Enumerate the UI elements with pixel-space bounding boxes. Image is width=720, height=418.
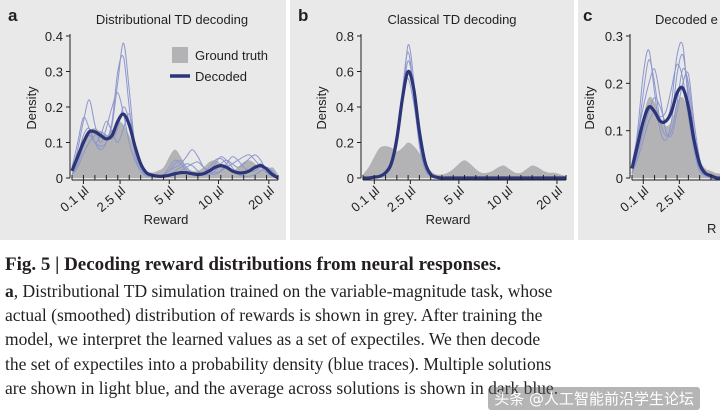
panel-c-letter: c — [583, 6, 592, 25]
panel-c-title: Decoded e — [655, 12, 718, 27]
solution-trace-4 — [71, 106, 279, 179]
y-tick-label: 0.4 — [336, 100, 354, 115]
panel-a-letter: a — [8, 6, 18, 25]
panel-c-plot — [630, 41, 720, 180]
y-tick-label: 0 — [347, 171, 354, 186]
legend-ground-truth-swatch — [172, 47, 188, 63]
legend-ground-truth-label: Ground truth — [195, 48, 268, 63]
figure-caption: Fig. 5 | Decoding reward distributions f… — [5, 252, 717, 400]
figure-title: Fig. 5 | Decoding reward distributions f… — [5, 254, 502, 275]
panel-a-xlabel: Reward — [144, 212, 189, 227]
y-tick-label: 0.1 — [605, 124, 623, 139]
panel-b-letter: b — [298, 6, 308, 25]
caption-panel-letter: a — [5, 281, 14, 301]
caption-line: are shown in light blue, and the average… — [5, 377, 559, 398]
solution-trace-5 — [71, 55, 279, 179]
panel-b-background — [290, 0, 574, 240]
legend-decoded-label: Decoded — [195, 69, 247, 84]
caption-body: a, Distributional TD simulation trained … — [5, 279, 717, 400]
solution-trace-3 — [631, 68, 720, 179]
y-tick-label: 0.3 — [45, 65, 63, 80]
y-tick-label: 0.8 — [336, 29, 354, 44]
solution-trace-4 — [631, 63, 720, 179]
panel-b-title: Classical TD decoding — [387, 12, 516, 27]
caption-line: model, we interpret the learned values a… — [5, 329, 541, 350]
panel-b-ylabel: Density — [314, 86, 329, 130]
solution-trace-1 — [631, 49, 720, 179]
y-tick-label: 0.2 — [605, 76, 623, 91]
decoded-average-line — [630, 85, 720, 180]
caption-line: the set of expectiles into a probability… — [5, 353, 552, 374]
ground-truth-area — [363, 142, 566, 178]
caption-text: , Distributional TD simulation trained o… — [13, 281, 553, 301]
solution-trace-5 — [631, 59, 720, 179]
y-tick-label: 0.2 — [45, 100, 63, 115]
watermark-badge: 头条 @人工智能前沿学生论坛 — [488, 387, 700, 410]
panel-c-xlabel: R — [707, 221, 716, 236]
y-tick-label: 0.6 — [336, 65, 354, 80]
y-tick-label: 0 — [56, 171, 63, 186]
y-tick-label: 0.4 — [45, 29, 63, 44]
y-tick-label: 0 — [616, 171, 623, 186]
y-tick-label: 0.2 — [336, 136, 354, 151]
decoded-average-line — [70, 112, 279, 180]
panel-b-xlabel: Reward — [426, 212, 471, 227]
panel-a-background — [0, 0, 286, 240]
caption-line: a, Distributional TD simulation trained … — [5, 279, 717, 303]
figure-panels: a b c Distributional TD decoding Classic… — [0, 0, 720, 240]
y-tick-label: 0.3 — [605, 29, 623, 44]
panel-c-ylabel: Density — [582, 86, 597, 130]
panel-a-title: Distributional TD decoding — [96, 12, 248, 27]
y-tick-label: 0.1 — [45, 136, 63, 151]
solution-trace-3 — [71, 113, 279, 179]
caption-line: actual (smoothed) distribution of reward… — [5, 305, 543, 326]
ground-truth-area — [72, 120, 278, 178]
panel-a-ylabel: Density — [24, 86, 39, 130]
